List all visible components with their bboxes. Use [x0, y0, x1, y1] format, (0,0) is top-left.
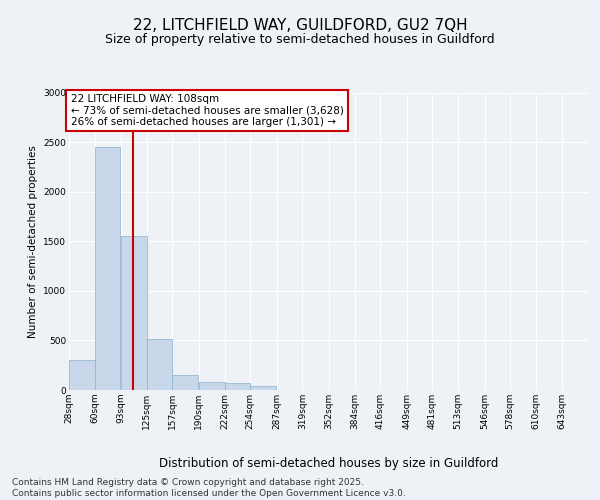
Bar — [250, 386, 276, 390]
Bar — [121, 236, 147, 390]
Bar — [199, 382, 224, 390]
Bar — [172, 375, 198, 390]
Text: Size of property relative to semi-detached houses in Guildford: Size of property relative to semi-detach… — [105, 32, 495, 46]
Text: 22 LITCHFIELD WAY: 108sqm
← 73% of semi-detached houses are smaller (3,628)
26% : 22 LITCHFIELD WAY: 108sqm ← 73% of semi-… — [71, 94, 343, 127]
Bar — [69, 360, 95, 390]
Text: 22, LITCHFIELD WAY, GUILDFORD, GU2 7QH: 22, LITCHFIELD WAY, GUILDFORD, GU2 7QH — [133, 18, 467, 32]
Bar — [224, 383, 250, 390]
Bar — [95, 147, 121, 390]
Bar — [147, 340, 172, 390]
Text: Distribution of semi-detached houses by size in Guildford: Distribution of semi-detached houses by … — [159, 458, 499, 470]
Y-axis label: Number of semi-detached properties: Number of semi-detached properties — [28, 145, 38, 338]
Text: Contains HM Land Registry data © Crown copyright and database right 2025.
Contai: Contains HM Land Registry data © Crown c… — [12, 478, 406, 498]
